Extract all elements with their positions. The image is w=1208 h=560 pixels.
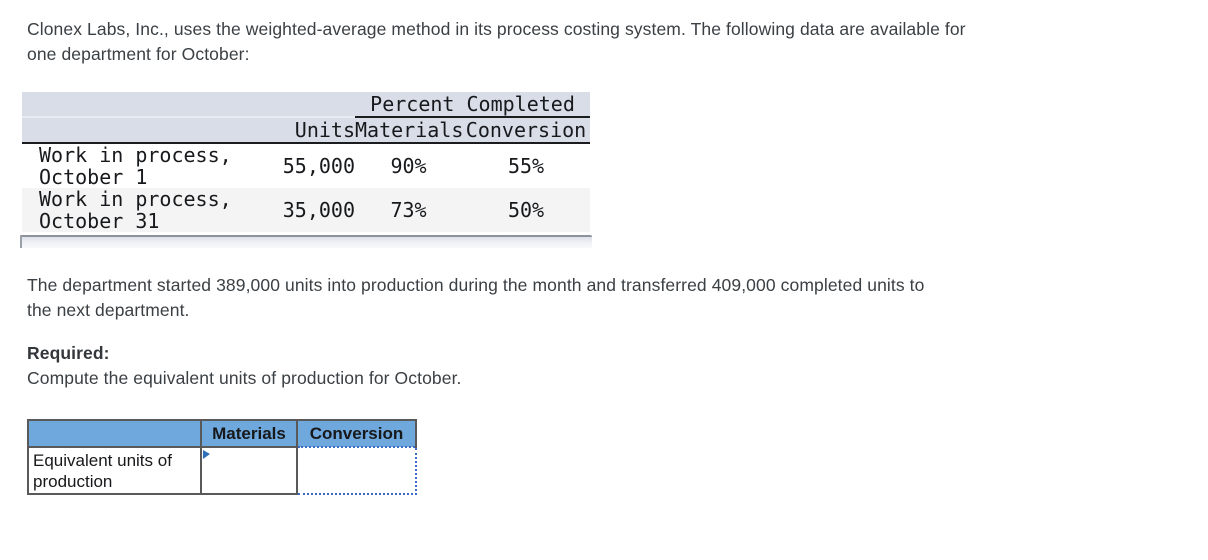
group-header-spacer [22,92,355,118]
units-value: 35,000 [280,188,355,232]
answer-materials-header: Materials [200,419,298,448]
conversion-column-header: Conversion [462,117,591,144]
narrative-line-1: The department started 389,000 units int… [27,275,925,295]
required-instruction: Compute the equivalent units of producti… [27,368,462,388]
table-row-wip-october-31: Work in process, October 31 35,000 73% 5… [22,188,591,232]
materials-percent: 73% [355,188,462,232]
answer-header-spacer [27,419,202,448]
intro-line-1: Clonex Labs, Inc., uses the weighted-ave… [27,19,966,39]
row-label: Work in process, October 31 [22,188,280,232]
narrative-line-2: the next department. [27,300,190,320]
group-header-row: Percent Completed [22,92,591,118]
table-row-wip-october-1: Work in process, October 1 55,000 90% 55… [22,143,590,188]
required-section: Required: Compute the equivalent units o… [27,341,462,391]
percent-completed-header: Percent Completed [355,92,591,118]
conversion-input-cell[interactable] [296,446,417,495]
materials-input-cell[interactable] [200,446,298,495]
answer-row-label: Equivalent units of production [27,446,202,495]
answer-header-row: Materials Conversion [27,419,417,448]
horizontal-scrollbar[interactable] [20,235,592,248]
units-column-header: Units [280,117,355,144]
label-column-header [22,117,280,144]
materials-percent: 90% [390,154,427,178]
row-label: Work in process, October 1 [39,143,232,189]
equivalent-units-answer-table: Materials Conversion Equivalent units of… [27,419,417,495]
intro-paragraph: Clonex Labs, Inc., uses the weighted-ave… [27,17,966,67]
conversion-percent: 50% [462,188,591,232]
column-header-row: Units Materials Conversion [22,117,591,144]
answer-conversion-header: Conversion [296,419,417,448]
wip-data-table: Percent Completed Units Materials Conver… [22,92,591,232]
units-value: 55,000 [282,154,355,178]
cell-marker-icon [203,450,210,459]
narrative-paragraph: The department started 389,000 units int… [27,273,924,323]
conversion-percent: 55% [507,154,545,178]
required-heading: Required: [27,343,110,363]
answer-row-equivalent-units: Equivalent units of production [27,446,417,495]
intro-line-2: one department for October: [27,44,250,64]
materials-column-header: Materials [355,117,464,144]
